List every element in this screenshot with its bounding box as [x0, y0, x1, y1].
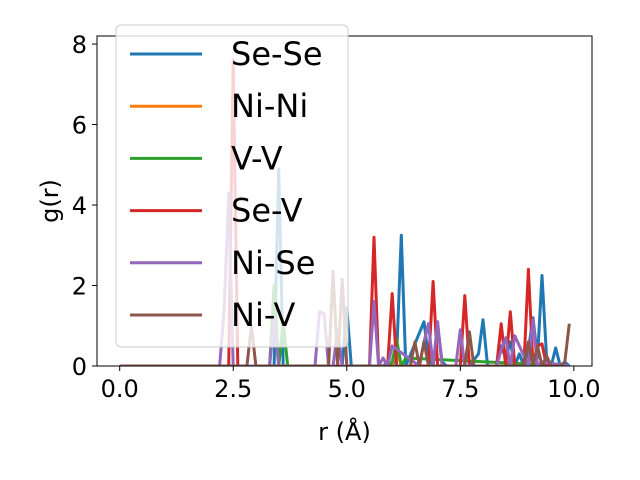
- legend-entry: Ni-Ni: [231, 87, 308, 125]
- y-tick-label: 2: [72, 273, 87, 301]
- x-axis-label: r (Å): [318, 417, 371, 446]
- x-axis-ticks: 0.0 2.5 5.0 7.5 10.0: [101, 366, 601, 403]
- x-tick-label: 7.5: [441, 375, 479, 403]
- series-line-ni-v: [119, 269, 571, 366]
- series-line-se-v: [119, 58, 570, 366]
- x-tick-label: 10.0: [547, 375, 600, 403]
- legend-entry: Se-V: [231, 192, 303, 230]
- legend-entry: V-V: [231, 139, 283, 177]
- y-tick-label: 0: [72, 353, 87, 381]
- series-line-ni-se: [119, 191, 570, 366]
- y-tick-label: 8: [72, 31, 87, 59]
- legend-entry: Ni-Se: [231, 244, 315, 282]
- y-tick-label: 6: [72, 112, 87, 140]
- y-axis-label: g(r): [36, 179, 64, 223]
- x-tick-label: 0.0: [101, 375, 139, 403]
- legend-entry: Ni-V: [231, 296, 296, 334]
- legend-entry: Se-Se: [231, 35, 323, 73]
- x-tick-label: 2.5: [214, 375, 252, 403]
- x-tick-label: 5.0: [328, 375, 366, 403]
- y-axis-ticks: 0 2 4 6 8: [72, 31, 97, 381]
- y-tick-label: 4: [72, 192, 87, 220]
- legend: Se-Se Ni-Ni V-V Se-V Ni-Se Ni-V: [115, 24, 349, 348]
